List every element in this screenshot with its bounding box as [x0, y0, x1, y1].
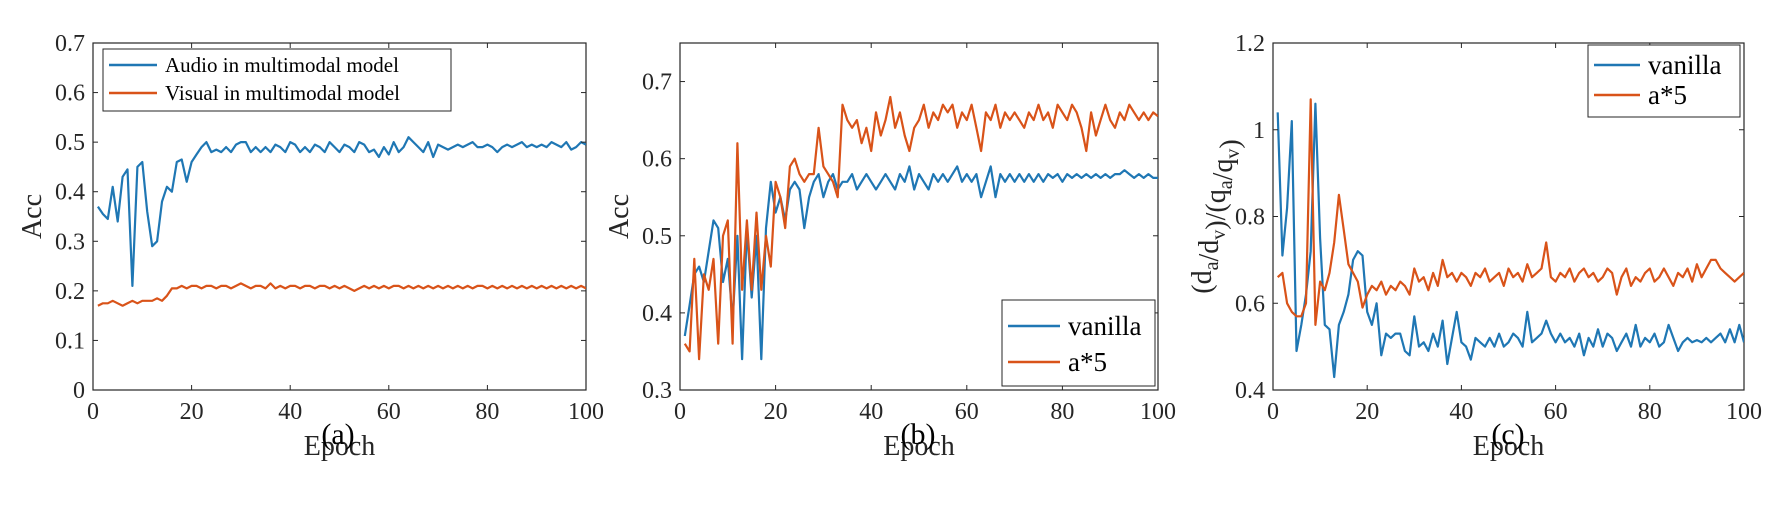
- y-tick-label: 0: [73, 378, 85, 404]
- x-tick-label: 0: [1267, 399, 1279, 425]
- x-tick-label: 60: [377, 399, 401, 425]
- y-tick-label: 0.4: [1235, 378, 1265, 404]
- y-tick-label: 0.6: [1235, 291, 1265, 317]
- y-tick-label: 0.7: [642, 70, 672, 96]
- panel-label: (c): [1491, 418, 1524, 451]
- panel-label: (a): [321, 418, 354, 451]
- series-line-a-5: [683, 95, 1158, 361]
- x-tick-label: 0: [87, 399, 99, 425]
- y-tick-label: 0.5: [642, 224, 672, 250]
- x-tick-label: 40: [1449, 399, 1473, 425]
- legend-label: Visual in multimodal model: [165, 81, 400, 105]
- y-axis-title: Acc: [17, 194, 48, 239]
- y-tick-label: 0.6: [55, 81, 85, 107]
- legend: Audio in multimodal model Visual in multi…: [102, 48, 452, 112]
- legend-label: Audio in multimodal model: [165, 53, 399, 77]
- x-tick-label: 0: [674, 399, 686, 425]
- x-axis-title: Epoch: [1473, 431, 1545, 462]
- legend-label: a*5: [1648, 80, 1687, 110]
- y-tick-label: 1: [1253, 118, 1265, 144]
- x-tick-label: 60: [955, 399, 979, 425]
- x-tick-label: 100: [1140, 399, 1176, 425]
- y-tick-label: 0.5: [55, 130, 85, 156]
- x-tick-label: 40: [278, 399, 302, 425]
- series-line-audio-in-multimodal-model: [96, 136, 586, 287]
- legend: vanilla a*5: [1001, 299, 1156, 387]
- x-tick-label: 20: [180, 399, 204, 425]
- legend-label: vanilla: [1068, 311, 1141, 341]
- series-line-vanilla: [683, 165, 1158, 361]
- y-tick-label: 0.7: [55, 31, 85, 57]
- chart-panel-3: 0 20 40 60 80 100 0.4 0.6 0.8 1 1.2 Epoch (da/dv)/(q…: [1187, 31, 1762, 462]
- plot-frame: [679, 42, 1159, 391]
- series-line-a-5: [1276, 98, 1744, 326]
- x-tick-label: 40: [859, 399, 883, 425]
- chart-panel-1: 0 20 40 60 80 100 0 0.1 0.2 0.3 0.4 0.5 0.6 0.7 Epoch A…: [17, 31, 604, 462]
- y-tick-label: 0.4: [642, 301, 672, 327]
- y-tick-label: 0.1: [55, 328, 85, 354]
- legend-label: vanilla: [1648, 50, 1721, 80]
- panel-label: (b): [901, 418, 936, 451]
- x-axis-title: Epoch: [883, 431, 955, 462]
- y-tick-label: 0.6: [642, 147, 672, 173]
- y-tick-label: 0.3: [55, 229, 85, 255]
- legend-box: [102, 48, 452, 112]
- legend-box: [1001, 299, 1156, 387]
- x-tick-label: 100: [1726, 399, 1762, 425]
- legend-label: a*5: [1068, 347, 1107, 377]
- y-axis-title: Acc: [604, 194, 635, 239]
- plot-frame: [92, 42, 587, 391]
- x-tick-label: 100: [568, 399, 604, 425]
- x-axis-title: Epoch: [304, 431, 376, 462]
- y-tick-label: 0.4: [55, 180, 85, 206]
- y-tick-label: 0.2: [55, 279, 85, 305]
- y-axis-title: (da/dv)/(qa/qv): [1187, 139, 1246, 293]
- x-tick-label: 80: [475, 399, 499, 425]
- x-tick-label: 60: [1544, 399, 1568, 425]
- series-line-visual-in-multimodal-model: [97, 282, 586, 307]
- x-tick-label: 80: [1050, 399, 1074, 425]
- x-tick-label: 20: [1355, 399, 1379, 425]
- chart-panel-2: 0 20 40 60 80 100 0.3 0.4 0.5 0.6 0.7 Epoch Acc (b) va…: [604, 42, 1176, 462]
- y-tick-label: 0.8: [1235, 205, 1265, 231]
- series-line-vanilla: [1276, 102, 1744, 379]
- x-tick-label: 80: [1638, 399, 1662, 425]
- y-tick-label: 1.2: [1235, 31, 1265, 57]
- legend-box: [1587, 44, 1741, 118]
- y-tick-label: 0.3: [642, 378, 672, 404]
- x-tick-label: 20: [764, 399, 788, 425]
